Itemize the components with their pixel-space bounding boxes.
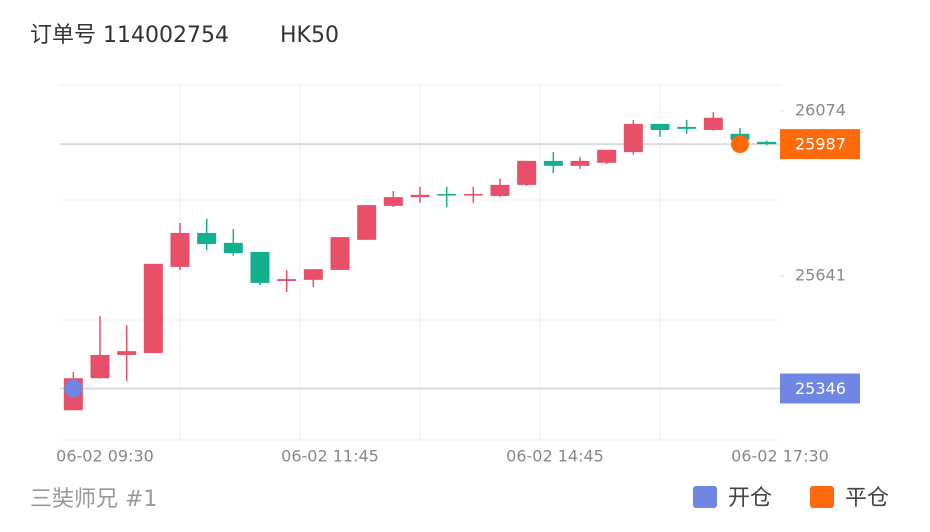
x-tick-label: 06-02 14:45: [506, 447, 604, 466]
candle-body: [117, 351, 137, 355]
candle-body: [143, 263, 163, 354]
layout-grid: [60, 84, 780, 441]
price-label-box: [780, 373, 860, 404]
candle-body: [90, 354, 110, 379]
candle-body: [410, 194, 430, 198]
price-label: 25987: [795, 135, 846, 154]
trade-marker: [64, 379, 83, 398]
candle-body: [303, 269, 323, 280]
candle-body: [623, 123, 643, 153]
candle-body: [703, 117, 723, 130]
legend-swatch: [810, 486, 834, 508]
candle-body: [170, 232, 190, 267]
trade-marker: [731, 135, 749, 154]
legend-swatch: [693, 486, 717, 508]
candle-body: [650, 123, 670, 130]
candle-body: [570, 160, 590, 166]
candle-body: [437, 194, 457, 196]
candle-body: [383, 197, 403, 206]
legend-label: 开仓: [728, 486, 772, 511]
candle-body: [330, 237, 350, 270]
legend-label: 平仓: [845, 486, 889, 511]
x-tick-label: 06-02 09:30: [56, 447, 154, 466]
candle-body: [543, 160, 563, 166]
candle-body: [357, 205, 377, 240]
candle-body: [197, 232, 217, 245]
price-label: 25346: [795, 379, 846, 398]
symbol: HK50: [280, 23, 339, 48]
x-tick-label: 06-02 11:45: [281, 447, 379, 466]
candle-body: [597, 149, 617, 163]
x-tick-label: 06-02 17:30: [731, 447, 829, 466]
order-label: 订单号 114002754: [30, 23, 229, 48]
y-tick-label: 25641: [795, 266, 846, 285]
candle-body: [250, 252, 270, 283]
candle-body: [677, 126, 697, 129]
candle-body: [490, 184, 510, 196]
footer-author: 三奘师兄 #1: [30, 487, 157, 512]
candle-body: [223, 242, 243, 254]
candle-body: [757, 141, 777, 145]
candle-body: [277, 279, 297, 281]
y-tick-label: 26074: [795, 100, 846, 119]
candle-body: [463, 194, 483, 196]
price-label-box: [780, 129, 860, 160]
candle-body: [517, 160, 537, 185]
